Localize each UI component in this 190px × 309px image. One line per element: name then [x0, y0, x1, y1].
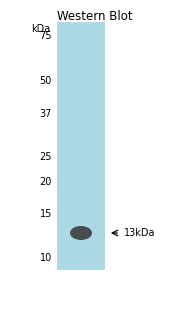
Text: Western Blot: Western Blot: [57, 10, 133, 23]
Text: 20: 20: [40, 177, 52, 187]
Text: 37: 37: [40, 109, 52, 119]
Bar: [57, 22, 105, 270]
Text: 25: 25: [40, 152, 52, 162]
Text: 15: 15: [40, 209, 52, 218]
Text: kDa: kDa: [31, 24, 50, 34]
Text: 50: 50: [40, 76, 52, 86]
Ellipse shape: [70, 226, 92, 240]
Text: 10: 10: [40, 253, 52, 263]
Text: 13kDa: 13kDa: [124, 228, 155, 238]
Text: 75: 75: [40, 31, 52, 41]
